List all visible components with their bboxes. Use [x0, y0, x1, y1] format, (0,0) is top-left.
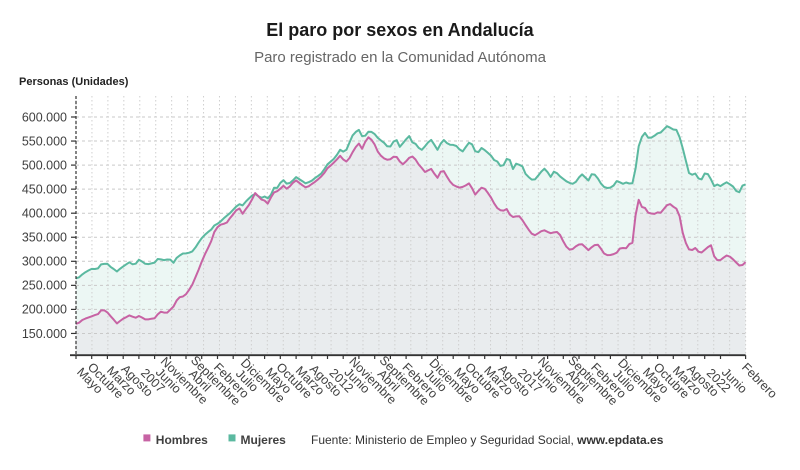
svg-text:500.000: 500.000: [22, 158, 67, 172]
svg-text:El paro por sexos en Andalucía: El paro por sexos en Andalucía: [266, 20, 534, 40]
svg-text:Hombres: Hombres: [156, 433, 208, 447]
svg-text:200.000: 200.000: [22, 303, 67, 317]
svg-text:Mujeres: Mujeres: [241, 433, 287, 447]
svg-text:600.000: 600.000: [22, 110, 67, 124]
svg-text:150.000: 150.000: [22, 327, 67, 341]
svg-text:Personas (Unidades): Personas (Unidades): [19, 76, 129, 88]
svg-text:450.000: 450.000: [22, 182, 67, 196]
svg-text:350.000: 350.000: [22, 231, 67, 245]
svg-text:Paro registrado en la Comunida: Paro registrado en la Comunidad Autónoma: [254, 49, 547, 66]
svg-text:250.000: 250.000: [22, 279, 67, 293]
svg-text:Fuente: Ministerio de Empleo y: Fuente: Ministerio de Empleo y Seguridad…: [311, 433, 664, 447]
svg-text:300.000: 300.000: [22, 255, 67, 269]
svg-text:550.000: 550.000: [22, 134, 67, 148]
svg-text:400.000: 400.000: [22, 207, 67, 221]
